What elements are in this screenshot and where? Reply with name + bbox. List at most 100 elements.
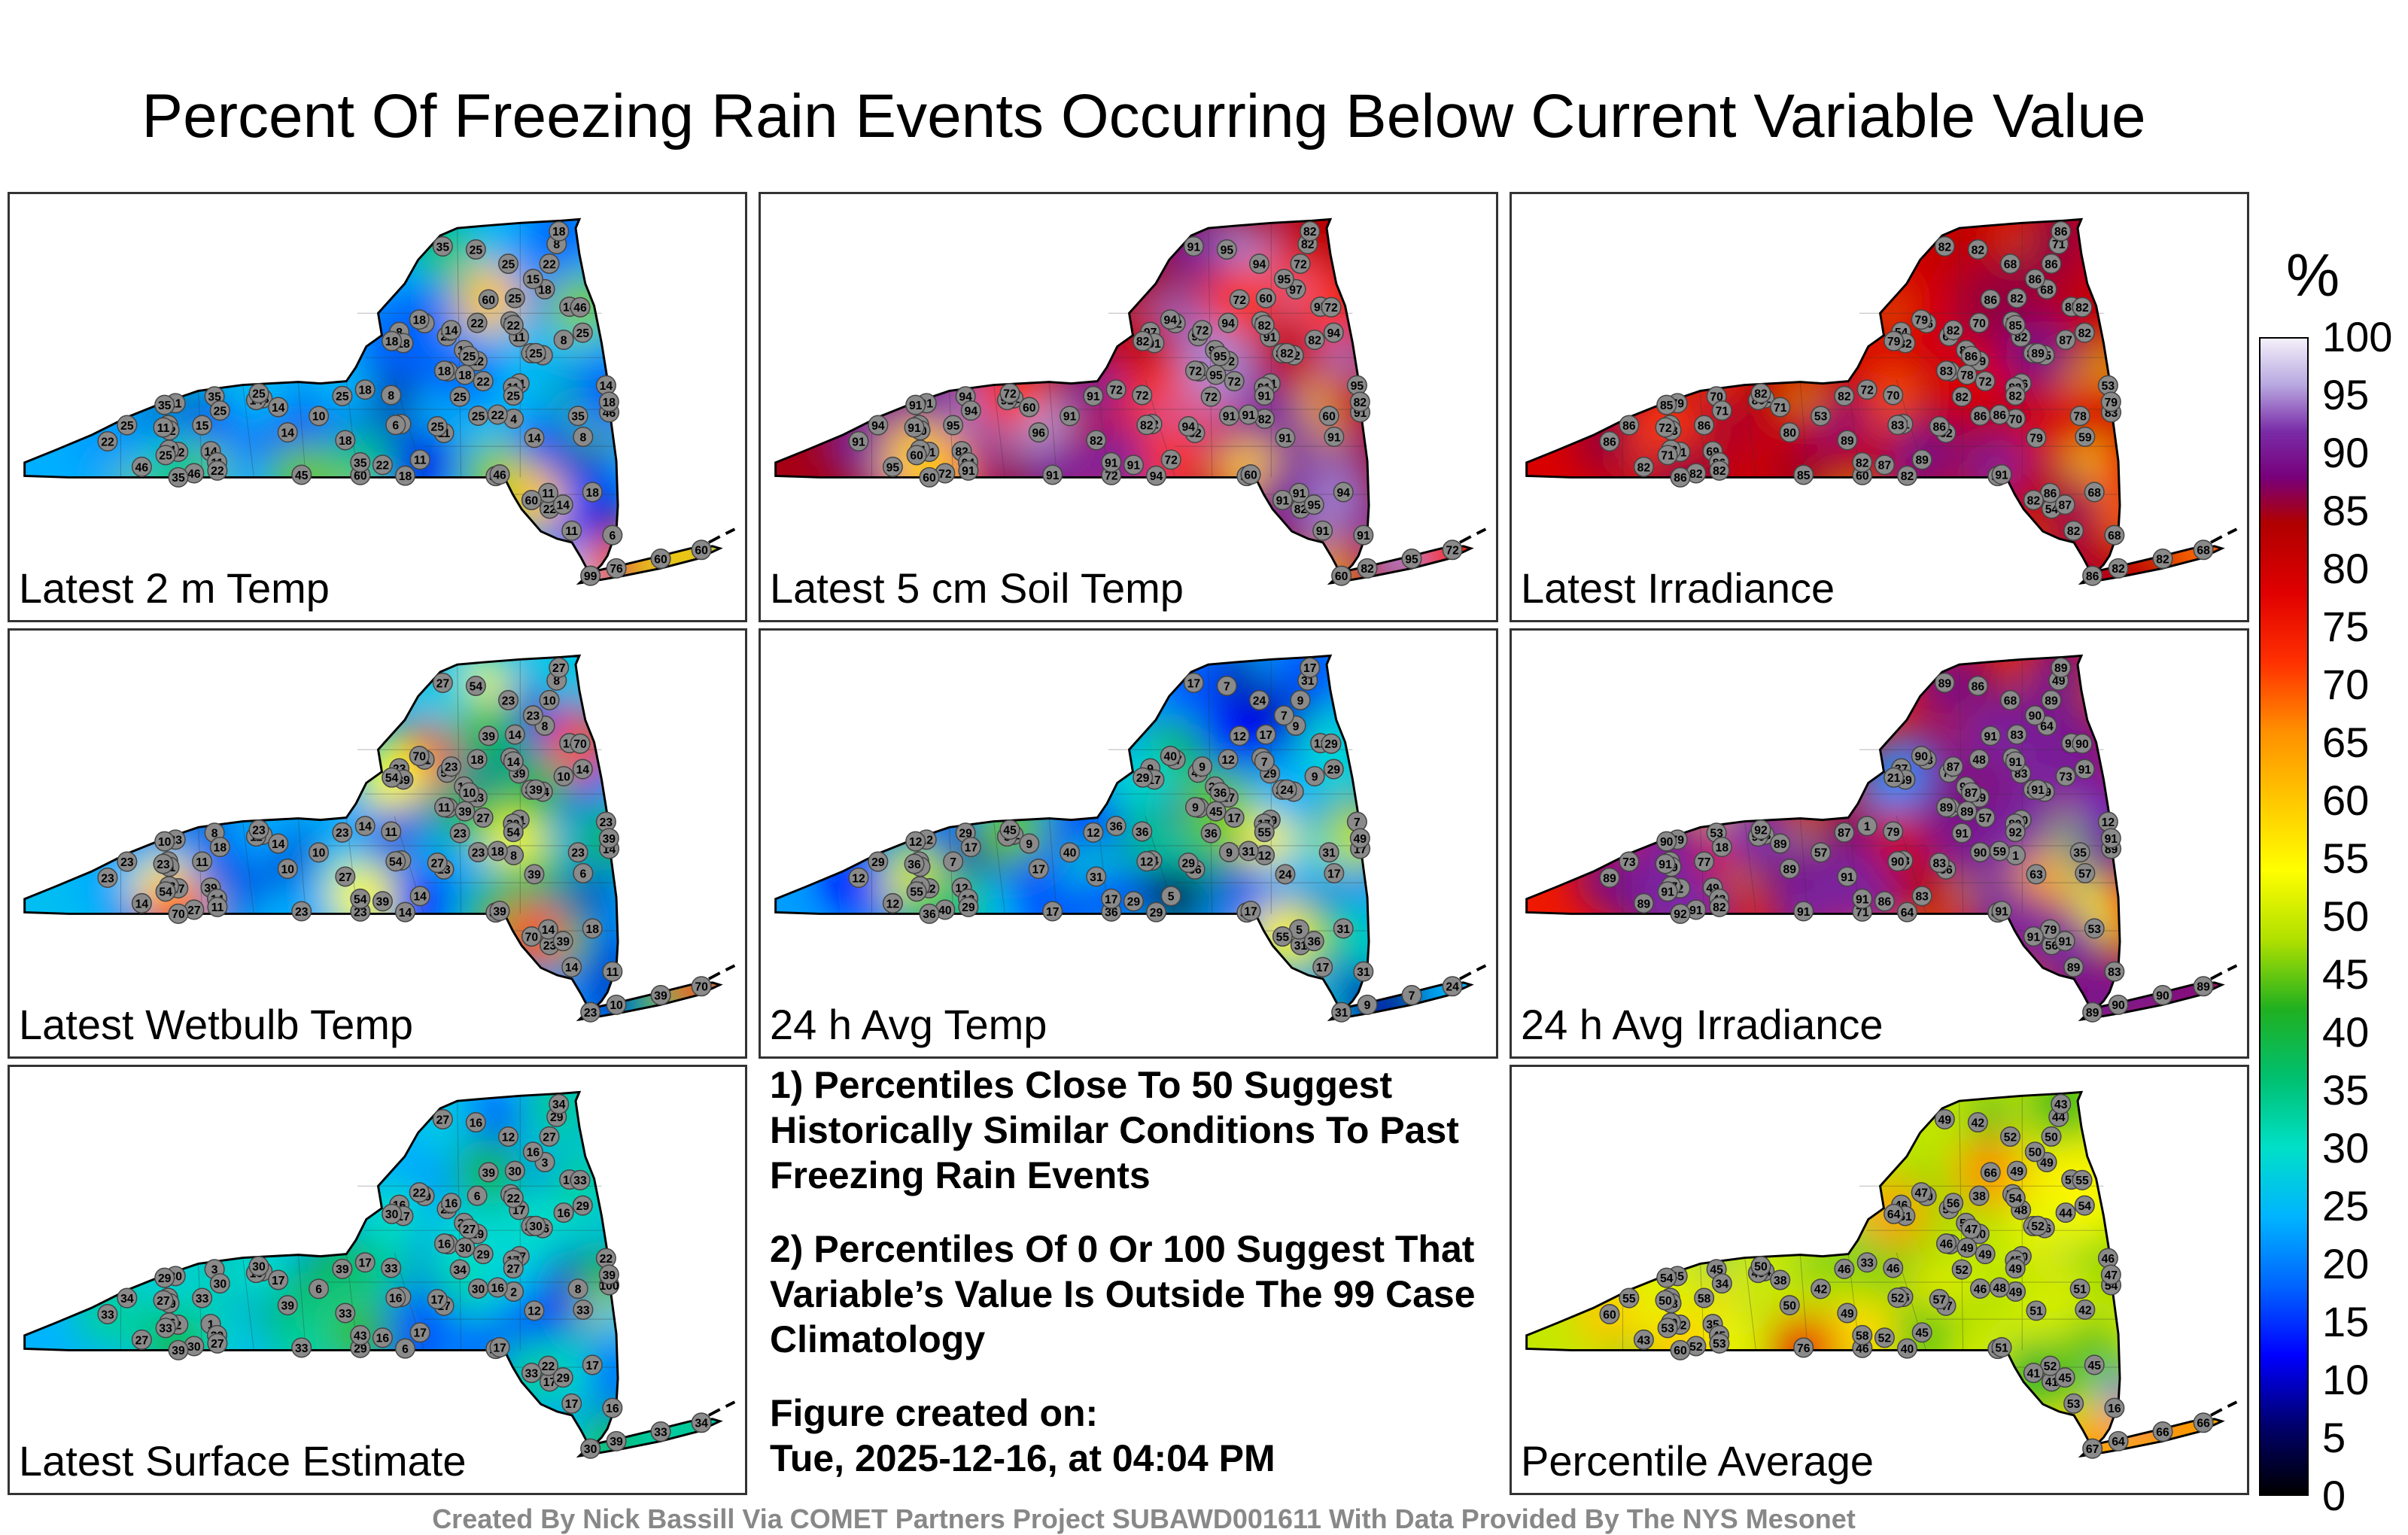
station-value: 8	[579, 431, 586, 444]
station-value: 14	[135, 898, 149, 910]
station-value: 91	[1841, 871, 1854, 884]
station-marker: 14	[277, 422, 298, 443]
station-marker: 18	[487, 840, 508, 862]
station-value: 91	[1357, 530, 1370, 543]
station-value: 22	[211, 465, 224, 478]
station-value: 76	[610, 563, 623, 576]
station-value: 46	[1887, 1263, 1900, 1275]
station-marker: 94	[1333, 482, 1354, 503]
station-marker: 51	[2026, 1300, 2047, 1321]
colorbar-tick: 0	[2322, 1472, 2346, 1519]
station-value: 86	[1674, 472, 1687, 485]
station-value: 49	[2052, 675, 2066, 688]
station-marker: 57	[1975, 807, 1996, 828]
station-value: 8	[561, 334, 567, 347]
station-value: 86	[2029, 274, 2042, 287]
station-value: 27	[430, 857, 444, 870]
colorbar-tick: 65	[2322, 719, 2370, 766]
station-value: 33	[159, 1323, 172, 1336]
station-marker: 17	[409, 1322, 430, 1343]
station-value: 82	[1140, 420, 1154, 433]
station-value: 2	[510, 1286, 517, 1299]
station-marker: 12	[498, 1126, 519, 1147]
station-marker: 86	[2024, 269, 2045, 290]
station-value: 51	[1995, 1342, 2008, 1354]
station-marker: 70	[168, 903, 189, 924]
panel-label: Percentile Average	[1521, 1437, 1874, 1485]
station-marker: 99	[580, 565, 601, 586]
station-value: 22	[543, 258, 556, 271]
station-marker: 82	[2152, 549, 2173, 570]
station-marker: 9	[1218, 841, 1240, 863]
station-value: 23	[252, 825, 266, 837]
station-value: 9	[1226, 847, 1233, 859]
station-marker: 27	[432, 672, 453, 693]
station-marker: 16	[2104, 1397, 2125, 1418]
station-marker: 57	[2075, 862, 2096, 884]
station-marker: 54	[503, 822, 524, 843]
station-marker: 68	[2104, 524, 2125, 546]
station-value: 9	[1192, 802, 1199, 815]
station-marker: 91	[1951, 822, 1972, 843]
station-value: 90	[2112, 999, 2125, 1012]
station-value: 95	[1405, 553, 1418, 566]
station-value: 86	[1603, 436, 1616, 448]
panel-latest-2m-temp: 2218602263518148825148618221481018422352…	[8, 192, 747, 622]
station-value: 91	[1659, 859, 1672, 871]
station-value: 11	[211, 901, 224, 914]
station-marker: 27	[184, 899, 205, 920]
station-value: 42	[1814, 1284, 1828, 1296]
station-marker: 14	[268, 833, 289, 854]
station-marker: 14	[561, 956, 582, 977]
station-marker: 53	[1709, 1333, 1730, 1354]
station-marker: 17	[1042, 901, 1063, 922]
station-marker: 50	[1655, 1290, 1676, 1311]
station-marker: 52	[1951, 1259, 1972, 1280]
station-value: 25	[159, 450, 172, 463]
station-value: 27	[135, 1334, 149, 1347]
station-value: 82	[1361, 563, 1374, 576]
station-marker: 11	[561, 520, 582, 541]
station-value: 72	[1136, 390, 1149, 403]
station-marker: 91	[1852, 888, 1873, 909]
station-marker: 39	[478, 1162, 499, 1183]
station-marker: 64	[1896, 901, 1917, 923]
station-marker: 89	[2051, 657, 2072, 678]
station-marker: 72	[1655, 417, 1676, 438]
station-value: 94	[1163, 315, 1177, 327]
station-value: 64	[2040, 720, 2054, 733]
station-marker: 82	[1349, 391, 1370, 412]
station-marker: 34	[691, 1412, 712, 1433]
station-value: 72	[1659, 422, 1672, 435]
station-marker: 90	[2108, 994, 2129, 1015]
station-marker: 27	[432, 1108, 453, 1129]
station-marker: 54	[385, 851, 406, 872]
station-value: 30	[584, 1443, 597, 1456]
station-marker: 38	[1770, 1269, 1791, 1290]
station-value: 60	[1674, 1345, 1687, 1357]
station-value: 18	[552, 226, 566, 239]
station-value: 23	[157, 859, 170, 871]
station-marker: 71	[1770, 397, 1791, 418]
station-marker: 43	[350, 1324, 371, 1345]
station-marker: 25	[504, 287, 525, 309]
station-marker: 82	[1834, 385, 1855, 406]
station-marker: 11	[602, 961, 623, 982]
station-value: 14	[565, 962, 579, 974]
station-marker: 9	[1019, 833, 1040, 854]
station-marker: 95	[1401, 549, 1422, 570]
station-value: 47	[1914, 1187, 1928, 1200]
station-value: 70	[2009, 413, 2023, 426]
station-marker: 95	[1216, 239, 1237, 260]
station-value: 35	[571, 411, 585, 424]
station-marker: 89	[1837, 430, 1858, 451]
station-value: 25	[463, 351, 476, 363]
station-marker: 25	[427, 416, 448, 437]
colorbar-tick: 85	[2322, 487, 2370, 534]
station-marker: 67	[2082, 1438, 2103, 1459]
station-marker: 90	[1656, 831, 1677, 852]
station-value: 22	[542, 1360, 555, 1373]
station-value: 25	[509, 293, 522, 305]
station-marker: 25	[209, 400, 230, 421]
station-value: 64	[1887, 1208, 1901, 1221]
